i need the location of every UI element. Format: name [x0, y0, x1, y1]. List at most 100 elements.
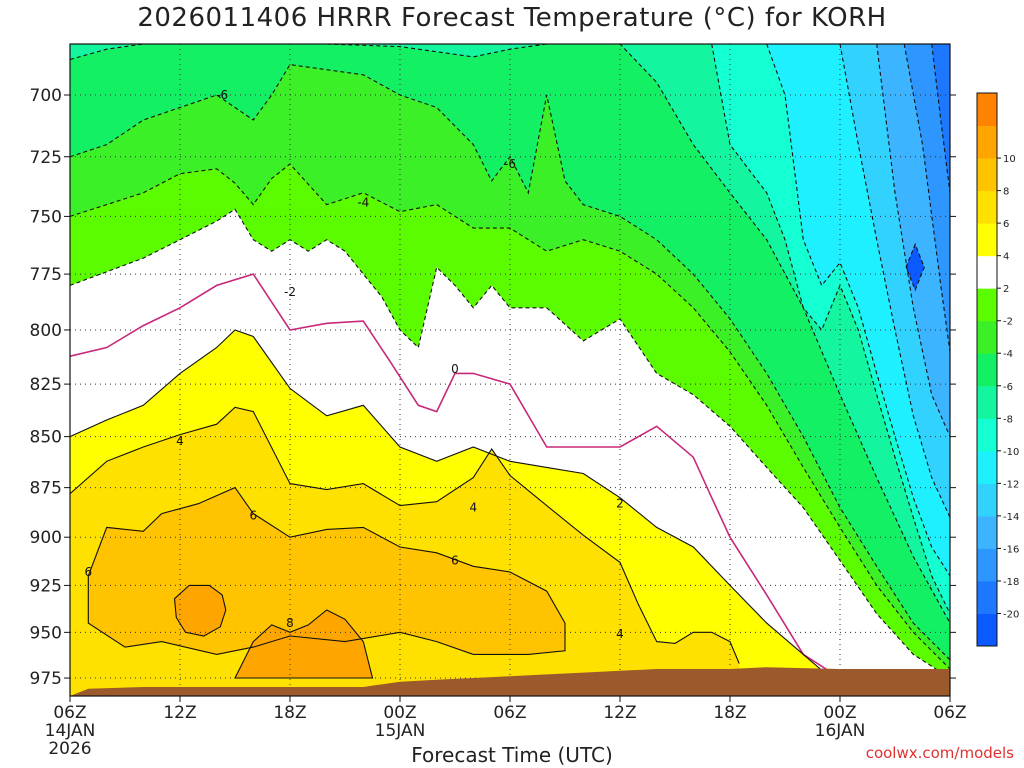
colorbar-swatch-4 — [977, 483, 997, 517]
y-tick-label-725: 725 — [30, 148, 62, 168]
contour-neg4-7 — [70, 163, 950, 670]
colorbar-label-13: 8 — [1003, 187, 1009, 198]
x-axis-label: Forecast Time (UTC) — [411, 743, 613, 767]
colorbar-label-8: -4 — [1003, 349, 1013, 360]
y-tick-label-925: 925 — [30, 576, 62, 596]
colorbar-label-3: -14 — [1003, 512, 1019, 523]
contour-label-11: 8 — [286, 616, 294, 630]
colorbar-label-6: -8 — [1003, 414, 1013, 425]
colorbar: -20 -18 -16 -14 -12 -10 -8 -6 -4 -2 2 4 6 8 10 — [976, 92, 1019, 647]
contour-6-3 — [87, 486, 566, 655]
x-tick-label-36: 18Z — [713, 703, 746, 723]
contour-8-4 — [173, 584, 227, 637]
y-axis: 700 725 750 775 800 825 850 875 900 925 950 975 — [30, 86, 956, 689]
contour-0-0 — [70, 273, 850, 688]
contour-neg10-10 — [711, 44, 950, 614]
contour-label-7: 2 — [616, 497, 624, 511]
contour-neg14-12 — [839, 44, 950, 518]
colorbar-swatch-15 — [977, 125, 997, 159]
band-core-1 — [174, 585, 226, 636]
x-tick-label-12: 18Z — [273, 703, 306, 723]
colorbar-label-2: -16 — [1003, 544, 1019, 555]
colorbar-label-14: 10 — [1003, 154, 1016, 165]
colorbar-swatch-11 — [977, 255, 997, 289]
contour-lines — [70, 44, 950, 688]
contour-neg16-13 — [876, 44, 950, 437]
colorbar-label-7: -6 — [1003, 382, 1013, 393]
x-tick-label-48: 06Z — [933, 703, 966, 723]
colorbar-swatch-7 — [977, 385, 997, 419]
contour-label-4: 0 — [451, 362, 459, 376]
y-tick-label-875: 875 — [30, 479, 62, 499]
colorbar-swatch-10 — [977, 288, 997, 322]
y-tick-label-950: 950 — [30, 623, 62, 643]
band-neg18 — [904, 44, 950, 352]
y-tick-label-850: 850 — [30, 428, 62, 448]
x-tick-label-0: 06Z — [53, 703, 86, 723]
contour-neg12-11 — [766, 44, 950, 577]
contour-2-1 — [70, 329, 832, 679]
band-core-2 — [235, 610, 373, 678]
colorbar-swatch-16 — [977, 93, 997, 127]
contour-labels: -6 -6 -4 -2 0 4 4 2 6 6 6 8 4 — [85, 88, 624, 641]
colorbar-swatch-6 — [977, 418, 997, 452]
colorbar-label-1: -18 — [1003, 577, 1019, 588]
y-tick-label-700: 700 — [30, 86, 62, 106]
credit-text: coolwx.com/models — [865, 744, 1014, 762]
x-tick-date-42: 16JAN — [815, 721, 866, 741]
contour-label-1: -6 — [504, 157, 516, 171]
contour-4-2 — [70, 406, 740, 664]
contour-neg8-9 — [70, 44, 950, 624]
colorbar-swatch-5 — [977, 450, 997, 484]
x-tick-label-18: 00Z — [383, 703, 416, 723]
colorbar-swatch-2 — [977, 548, 997, 582]
colorbar-label-11: 4 — [1003, 252, 1009, 263]
contour-label-3: -2 — [284, 285, 296, 299]
colorbar-swatch-8 — [977, 353, 997, 387]
colorbar-swatch-13 — [977, 190, 997, 224]
contour-neg6-8 — [70, 64, 950, 661]
x-tick-date-18: 15JAN — [375, 721, 426, 741]
colorbar-swatch-12 — [977, 223, 997, 257]
ground-terrain — [70, 667, 950, 696]
y-tick-label-900: 900 — [30, 528, 62, 548]
x-tick-label-6: 12Z — [163, 703, 196, 723]
contour-8-5 — [234, 609, 374, 679]
contour-label-5: 4 — [176, 434, 184, 448]
contour-neg18-14 — [903, 44, 950, 352]
colorbar-label-12: 6 — [1003, 219, 1009, 230]
contour-label-12: 4 — [616, 627, 624, 641]
colorbar-label-0: -20 — [1003, 609, 1019, 620]
contour-label-2: -4 — [357, 195, 369, 209]
x-tick-label-42: 00Z — [823, 703, 856, 723]
terrain-ground — [70, 667, 950, 696]
y-tick-label-750: 750 — [30, 207, 62, 227]
colorbar-swatch-9 — [977, 320, 997, 354]
contour-label-10: 6 — [451, 554, 459, 568]
colorbar-swatch-3 — [977, 515, 997, 549]
colorbar-swatch-1 — [977, 580, 997, 614]
colorbar-swatch-14 — [977, 158, 997, 192]
colorbar-label-10: 2 — [1003, 284, 1009, 295]
y-tick-label-775: 775 — [30, 265, 62, 285]
contour-label-6: 4 — [470, 501, 478, 515]
contour-label-8: 6 — [250, 509, 258, 523]
y-tick-label-800: 800 — [30, 321, 62, 341]
colorbar-label-5: -10 — [1003, 447, 1019, 458]
x-tick-year-0: 2026 — [48, 739, 91, 759]
contour-neg20-16 — [905, 242, 925, 292]
colorbar-frame — [976, 92, 998, 647]
contour-label-9: 6 — [85, 565, 93, 579]
colorbar-swatch-0 — [977, 613, 997, 647]
y-tick-label-975: 975 — [30, 669, 62, 689]
colorbar-label-4: -12 — [1003, 479, 1019, 490]
y-tick-label-825: 825 — [30, 375, 62, 395]
contour-label-0: -6 — [216, 88, 228, 102]
x-tick-date-0: 14JAN — [45, 721, 96, 741]
colorbar-label-9: -2 — [1003, 317, 1013, 328]
chart-title: 2026011406 HRRR Forecast Temperature (°C… — [137, 3, 887, 33]
x-tick-label-30: 12Z — [603, 703, 636, 723]
x-tick-label-24: 06Z — [493, 703, 526, 723]
